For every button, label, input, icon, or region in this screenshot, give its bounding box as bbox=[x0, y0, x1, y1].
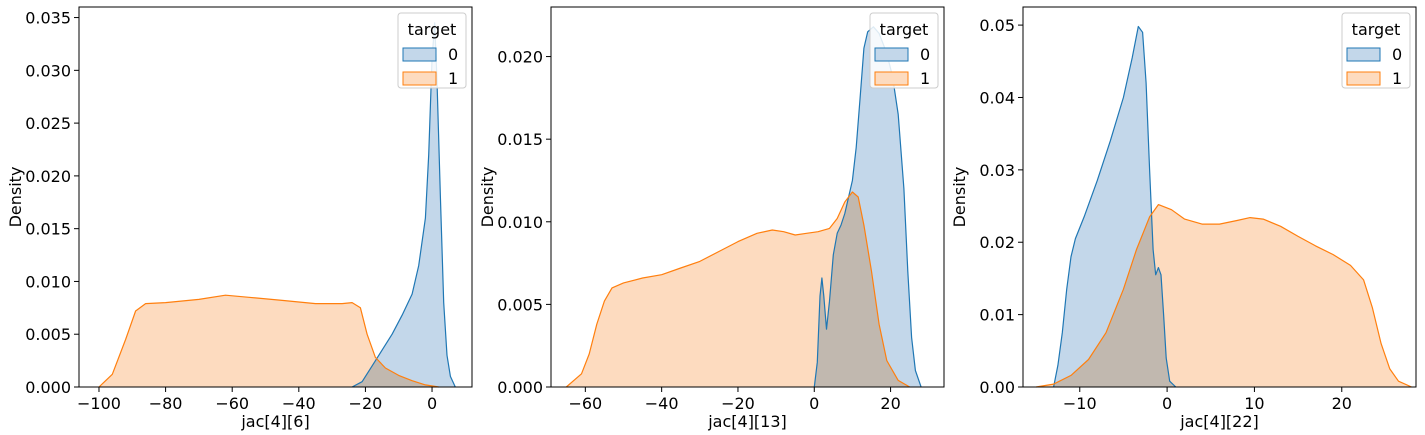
y-tick-label: 0.000 bbox=[497, 378, 543, 397]
legend-title: target bbox=[408, 20, 457, 39]
axes-frame bbox=[550, 6, 945, 388]
legend-label-target-0: 0 bbox=[920, 45, 930, 64]
legend-swatch-target-0 bbox=[402, 47, 437, 62]
y-tick-label: 0.005 bbox=[25, 325, 71, 344]
legend-swatch-target-1 bbox=[402, 71, 437, 86]
legend-swatch-target-1 bbox=[1346, 71, 1381, 86]
x-tick-label: −20 bbox=[349, 394, 383, 413]
x-tick-label: −100 bbox=[77, 394, 121, 413]
y-tick-label: 0.020 bbox=[25, 167, 71, 186]
density-line-target-0 bbox=[351, 22, 456, 388]
y-tick-label: 0.03 bbox=[979, 161, 1015, 180]
x-tick-label: 0 bbox=[1162, 394, 1172, 413]
density-line-target-1 bbox=[565, 191, 910, 388]
subplot-jac-4-6: −100 −80 −60 −40 −20 0 0.000 0.005 0.010 0.015 0.0… bbox=[6, 6, 473, 431]
y-tick-label: 0.01 bbox=[979, 306, 1015, 325]
y-axis-label: Density bbox=[478, 167, 497, 228]
density-fills bbox=[566, 26, 922, 388]
legend: target 0 1 bbox=[869, 12, 939, 89]
y-tick-label: 0.02 bbox=[979, 233, 1015, 252]
y-tick-label: 0.030 bbox=[25, 61, 71, 80]
x-tick-label: −10 bbox=[1063, 394, 1097, 413]
legend: target 0 1 bbox=[397, 12, 467, 89]
x-tick-label: −80 bbox=[149, 394, 183, 413]
density-line-target-0 bbox=[813, 26, 922, 388]
legend-label-target-1: 1 bbox=[920, 69, 930, 88]
y-tick-label: 0.035 bbox=[25, 9, 71, 28]
density-line-target-0 bbox=[1053, 25, 1177, 388]
legend-label-target-0: 0 bbox=[1392, 45, 1402, 64]
x-tick-label: 0 bbox=[427, 394, 437, 413]
subplot-jac-4-13: −60 −40 −20 0 20 0.000 0.005 0.010 0.015 0.020 jac… bbox=[478, 6, 945, 431]
density-area-target-1 bbox=[1036, 204, 1412, 387]
legend-swatch-target-1 bbox=[874, 71, 909, 86]
density-line-target-1 bbox=[98, 294, 439, 388]
x-tick-label: −20 bbox=[721, 394, 755, 413]
subplot-jac-4-22: −10 0 10 200.000.010.020.030.040.05jac[4][2… bbox=[950, 6, 1417, 431]
x-axis-label: jac[4][22] bbox=[1179, 412, 1259, 431]
x-tick-label: 20 bbox=[1332, 394, 1352, 413]
legend: target 0 1 bbox=[1341, 12, 1411, 89]
x-tick-label: −40 bbox=[282, 394, 316, 413]
y-tick-label: 0.05 bbox=[979, 16, 1015, 35]
y-tick-label: 0.025 bbox=[25, 114, 71, 133]
x-tick-label: 0 bbox=[809, 394, 819, 413]
x-tick-label: 10 bbox=[1244, 394, 1264, 413]
y-tick-label: 0.000 bbox=[25, 378, 71, 397]
x-tick-label: 20 bbox=[880, 394, 900, 413]
density-area-target-1 bbox=[99, 295, 439, 387]
x-tick-label: −60 bbox=[215, 394, 249, 413]
legend-title: target bbox=[880, 20, 929, 39]
y-tick-label: 0.04 bbox=[979, 88, 1015, 107]
y-axis-label: Density bbox=[6, 167, 25, 228]
density-fills bbox=[99, 22, 456, 388]
x-tick-label: −60 bbox=[568, 394, 602, 413]
y-tick-label: 0.00 bbox=[979, 378, 1015, 397]
y-tick-label: 0.005 bbox=[497, 295, 543, 314]
density-fills bbox=[1036, 26, 1412, 387]
density-line-target-1 bbox=[1036, 204, 1412, 388]
legend-swatch-target-0 bbox=[874, 47, 909, 62]
legend-title: target bbox=[1352, 20, 1401, 39]
y-tick-label: 0.015 bbox=[497, 130, 543, 149]
axes-frame bbox=[78, 6, 473, 388]
x-axis-label: jac[4][6] bbox=[240, 412, 309, 431]
density-area-target-1 bbox=[566, 192, 910, 387]
density-area-target-0 bbox=[352, 22, 456, 388]
axes-frame bbox=[1022, 6, 1417, 388]
y-tick-label: 0.020 bbox=[497, 48, 543, 67]
legend-label-target-0: 0 bbox=[448, 45, 458, 64]
y-axis-label: Density bbox=[950, 167, 969, 228]
y-tick-label: 0.010 bbox=[25, 272, 71, 291]
legend-label-target-1: 1 bbox=[448, 69, 458, 88]
y-tick-label: 0.010 bbox=[497, 213, 543, 232]
legend-label-target-1: 1 bbox=[1392, 69, 1402, 88]
x-tick-label: −40 bbox=[645, 394, 679, 413]
x-axis-label: jac[4][13] bbox=[707, 412, 787, 431]
y-tick-label: 0.015 bbox=[25, 220, 71, 239]
legend-swatch-target-0 bbox=[1346, 47, 1381, 62]
